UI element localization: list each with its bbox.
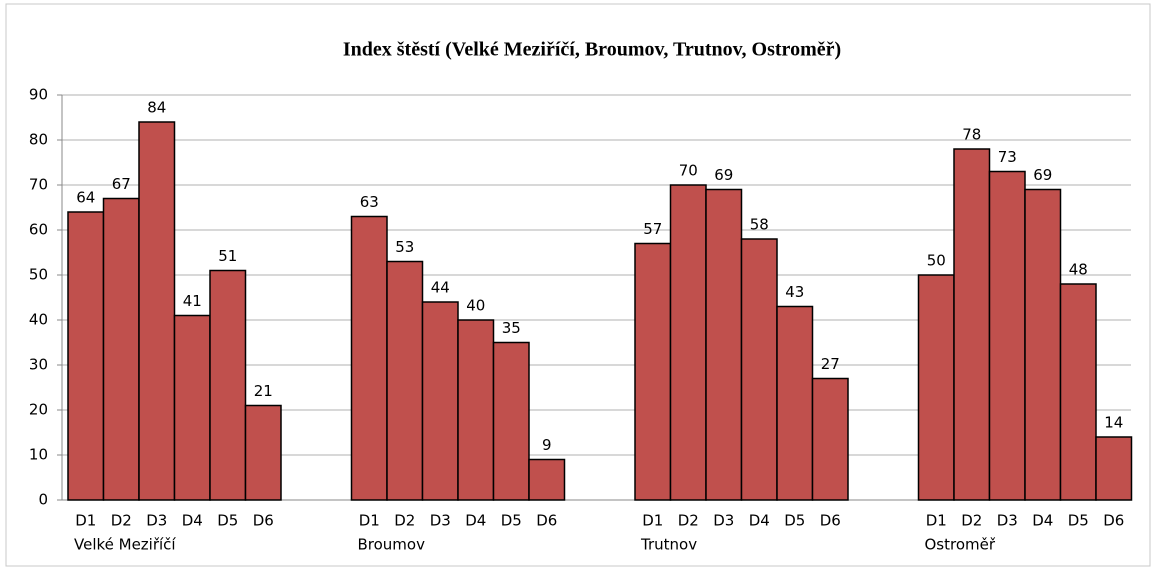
y-tick-label: 90 xyxy=(29,86,48,104)
y-tick-label: 0 xyxy=(38,491,48,509)
value-label: 40 xyxy=(466,297,485,315)
x-tick-label: D2 xyxy=(678,512,699,530)
value-label: 69 xyxy=(1033,166,1052,184)
x-tick-label: D3 xyxy=(713,512,734,530)
x-tick-label: D4 xyxy=(465,512,486,530)
bar xyxy=(988,170,1026,501)
group-label: Trutnov xyxy=(640,536,697,554)
y-tick-label: 70 xyxy=(29,176,48,194)
x-tick-label: D5 xyxy=(217,512,238,530)
value-label: 48 xyxy=(1069,261,1088,279)
bar xyxy=(421,301,459,501)
x-tick-label: D6 xyxy=(536,512,557,530)
bar xyxy=(138,121,176,501)
x-tick-label: D5 xyxy=(784,512,805,530)
y-tick-label: 30 xyxy=(29,356,48,374)
value-label: 21 xyxy=(254,382,273,400)
x-tick-label: D4 xyxy=(749,512,770,530)
bar xyxy=(634,242,672,501)
bar xyxy=(811,377,849,501)
x-tick-label: D1 xyxy=(75,512,96,530)
y-tick-label: 80 xyxy=(29,131,48,149)
bar xyxy=(102,197,140,501)
x-tick-label: D3 xyxy=(430,512,451,530)
bar xyxy=(457,319,495,501)
value-label: 67 xyxy=(112,175,131,193)
value-label: 63 xyxy=(360,193,379,211)
bar xyxy=(740,238,778,501)
x-tick-label: D2 xyxy=(961,512,982,530)
value-label: 58 xyxy=(750,216,769,234)
bar xyxy=(1095,436,1133,501)
x-tick-label: D1 xyxy=(926,512,947,530)
value-label: 50 xyxy=(927,252,946,270)
value-label: 44 xyxy=(431,279,450,297)
value-label: 69 xyxy=(714,166,733,184)
bar xyxy=(350,215,388,501)
value-label: 64 xyxy=(76,189,95,207)
value-label: 43 xyxy=(785,283,804,301)
bar xyxy=(917,274,955,501)
value-label: 35 xyxy=(502,319,521,337)
bar xyxy=(67,211,105,501)
y-tick-label: 50 xyxy=(29,266,48,284)
value-label: 84 xyxy=(147,99,166,117)
x-tick-label: D5 xyxy=(501,512,522,530)
group-label: Ostroměř xyxy=(925,536,996,554)
x-tick-label: D1 xyxy=(359,512,380,530)
value-label: 53 xyxy=(395,238,414,256)
group-label: Broumov xyxy=(358,536,426,554)
value-label: 70 xyxy=(679,162,698,180)
value-label: 14 xyxy=(1104,414,1123,432)
x-tick-label: D6 xyxy=(253,512,274,530)
value-label: 51 xyxy=(218,247,237,265)
bar xyxy=(492,341,530,501)
bar xyxy=(776,305,814,501)
chart-title: Index štěstí (Velké Meziříčí, Broumov, T… xyxy=(343,39,841,61)
bar xyxy=(528,458,566,501)
bar xyxy=(669,184,707,501)
bar xyxy=(1024,188,1062,501)
y-tick-label: 60 xyxy=(29,221,48,239)
x-tick-label: D4 xyxy=(182,512,203,530)
x-tick-label: D6 xyxy=(1103,512,1124,530)
x-tick-label: D1 xyxy=(642,512,663,530)
bar xyxy=(173,314,211,501)
y-tick-label: 40 xyxy=(29,311,48,329)
x-tick-label: D3 xyxy=(997,512,1018,530)
x-tick-label: D5 xyxy=(1068,512,1089,530)
bar xyxy=(209,269,247,501)
x-tick-label: D2 xyxy=(111,512,132,530)
chart-frame xyxy=(5,3,1151,567)
value-label: 41 xyxy=(183,292,202,310)
group-label: Velké Meziříčí xyxy=(74,536,176,554)
x-tick-label: D4 xyxy=(1032,512,1053,530)
x-tick-label: D2 xyxy=(394,512,415,530)
bar xyxy=(705,188,743,501)
y-tick-label: 20 xyxy=(29,401,48,419)
value-label: 73 xyxy=(998,148,1017,166)
value-label: 27 xyxy=(821,355,840,373)
value-label: 78 xyxy=(962,126,981,144)
bar xyxy=(1059,283,1097,501)
x-tick-label: D3 xyxy=(146,512,167,530)
value-label: 9 xyxy=(542,436,552,454)
x-tick-label: D6 xyxy=(820,512,841,530)
bar xyxy=(244,404,282,501)
value-label: 57 xyxy=(643,220,662,238)
bar xyxy=(386,260,424,501)
bar xyxy=(953,148,991,501)
y-tick-label: 10 xyxy=(29,446,48,464)
